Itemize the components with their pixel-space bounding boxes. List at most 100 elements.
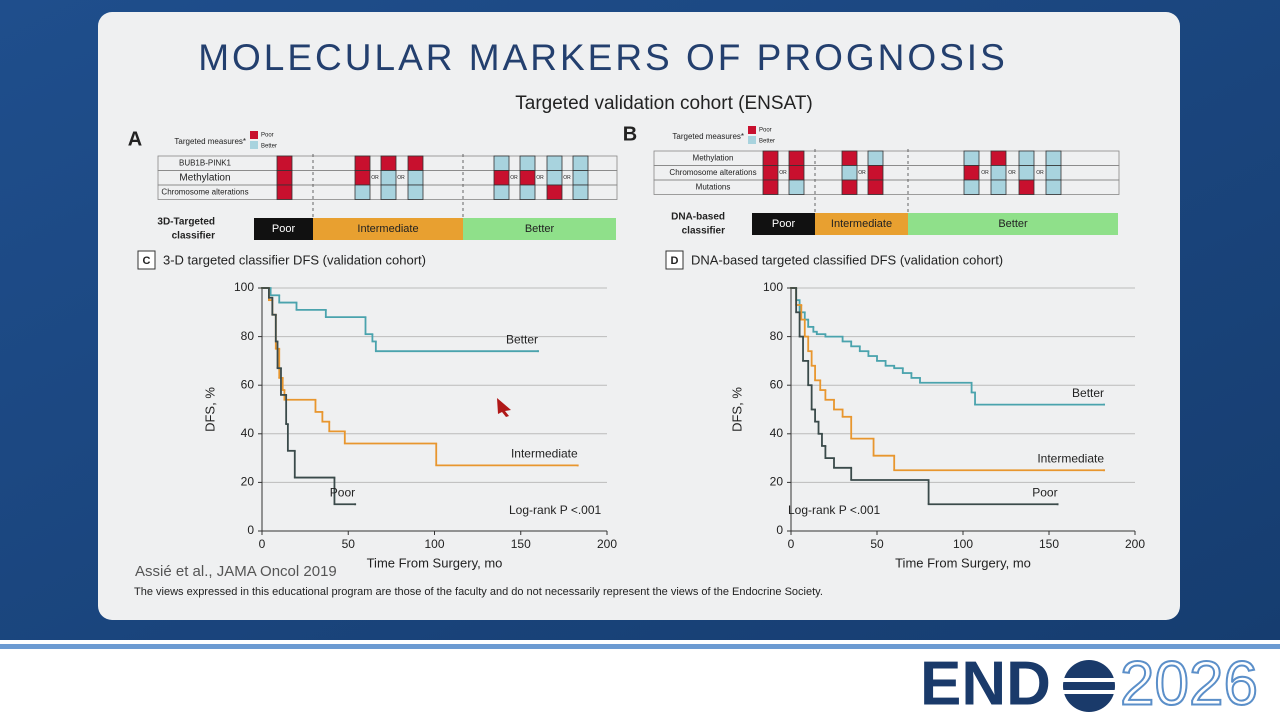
measure-cell	[276, 184, 293, 200]
y-tick-label: 80	[241, 329, 255, 343]
x-tick-label: 50	[870, 537, 884, 551]
measure-cell	[762, 179, 779, 195]
measure-cell	[380, 155, 397, 171]
legend-better: Better	[261, 144, 277, 150]
measure-cell	[1018, 165, 1035, 181]
measure-cell	[1045, 150, 1062, 166]
measure-cell	[867, 179, 884, 195]
y-tick-label: 80	[770, 329, 784, 343]
or-label: OR	[536, 175, 544, 181]
measure-cell	[841, 150, 858, 166]
measure-cell	[990, 165, 1007, 181]
measure-cell	[380, 170, 397, 186]
slide-title: MOLECULAR MARKERS OF PROGNOSIS	[198, 37, 1008, 78]
measure-cell	[788, 179, 805, 195]
measure-cell	[519, 170, 536, 186]
measure-cell	[867, 165, 884, 181]
or-label: OR	[371, 175, 379, 181]
classifier-label: 3D-Targeted	[157, 217, 215, 228]
or-label: OR	[1036, 170, 1044, 176]
y-tick-label: 20	[770, 475, 784, 489]
series-label: Intermediate	[1037, 451, 1104, 465]
y-tick-label: 60	[770, 377, 784, 391]
x-axis-label: Time From Surgery, mo	[367, 555, 503, 570]
y-axis-label: DFS, %	[729, 387, 744, 432]
measure-cell	[572, 184, 589, 200]
y-tick-label: 100	[234, 280, 254, 294]
panel-letter-box	[137, 250, 156, 270]
series-label: Better	[1072, 386, 1104, 400]
or-label: OR	[981, 170, 989, 176]
measure-cell	[841, 165, 858, 181]
classifier-bar	[313, 218, 463, 240]
measure-cell	[493, 170, 510, 186]
panel-letter-box	[665, 250, 684, 270]
legend-swatch	[250, 141, 258, 149]
x-tick-label: 100	[424, 537, 444, 551]
measure-cell	[990, 150, 1007, 166]
panel-letter: D	[671, 255, 679, 267]
measure-cell	[1018, 150, 1035, 166]
or-label: OR	[563, 175, 571, 181]
x-tick-label: 200	[597, 537, 617, 551]
row-label: Chromosome alterations	[161, 187, 248, 196]
classifier-label: classifier	[682, 226, 725, 237]
or-label: OR	[1008, 170, 1016, 176]
y-axis-label: DFS, %	[202, 387, 217, 432]
measure-cell	[1045, 179, 1062, 195]
row-label: Methylation	[693, 153, 734, 162]
measure-cell	[963, 150, 980, 166]
footer-stripe	[0, 644, 1280, 649]
measure-cell	[762, 165, 779, 181]
measure-cell	[354, 170, 371, 186]
measure-cell	[841, 179, 858, 195]
row-label: BUB1B-PINK1	[179, 158, 232, 167]
measure-cell	[407, 184, 424, 200]
or-label: OR	[858, 170, 866, 176]
x-tick-label: 0	[788, 537, 795, 551]
measure-cell	[354, 184, 371, 200]
panel-letter: B	[623, 123, 637, 145]
measure-cell	[407, 170, 424, 186]
measure-cell	[572, 170, 589, 186]
classifier-class: Better	[998, 218, 1028, 230]
measure-cell	[546, 170, 563, 186]
x-tick-label: 150	[511, 537, 531, 551]
legend-swatch	[748, 126, 756, 134]
measure-cell	[519, 184, 536, 200]
table-row	[653, 179, 1120, 195]
row-label: Methylation	[179, 172, 230, 183]
or-label: OR	[779, 170, 787, 176]
y-tick-label: 0	[776, 523, 783, 537]
classifier-bar	[815, 213, 908, 235]
measure-cell	[276, 170, 293, 186]
y-tick-label: 40	[770, 426, 784, 440]
measure-cell	[407, 155, 424, 171]
chart-title: DNA-based targeted classified DFS (valid…	[691, 252, 1003, 267]
x-axis-label: Time From Surgery, mo	[895, 555, 1031, 570]
logo-globe	[1063, 660, 1115, 712]
annotation: Log-rank P <.001	[788, 503, 881, 517]
or-label: OR	[510, 175, 518, 181]
measure-cell	[519, 155, 536, 171]
x-tick-label: 200	[1125, 537, 1145, 551]
measure-cell	[867, 150, 884, 166]
panel-letter: C	[143, 255, 151, 267]
cursor	[497, 398, 511, 417]
measure-cell	[963, 165, 980, 181]
measure-cell	[493, 155, 510, 171]
y-tick-label: 20	[241, 475, 255, 489]
legend-poor: Poor	[261, 133, 274, 139]
classifier-bar	[752, 213, 815, 235]
legend-swatch	[748, 136, 756, 144]
row-label: Mutations	[696, 182, 731, 191]
annotation: Log-rank P <.001	[509, 503, 602, 517]
classifier-bar	[254, 218, 313, 240]
x-tick-label: 150	[1039, 537, 1059, 551]
measure-cell	[493, 184, 510, 200]
measure-cell	[788, 165, 805, 181]
panel-letter: A	[128, 128, 142, 150]
measure-cell	[963, 179, 980, 195]
legend-better: Better	[759, 139, 775, 145]
